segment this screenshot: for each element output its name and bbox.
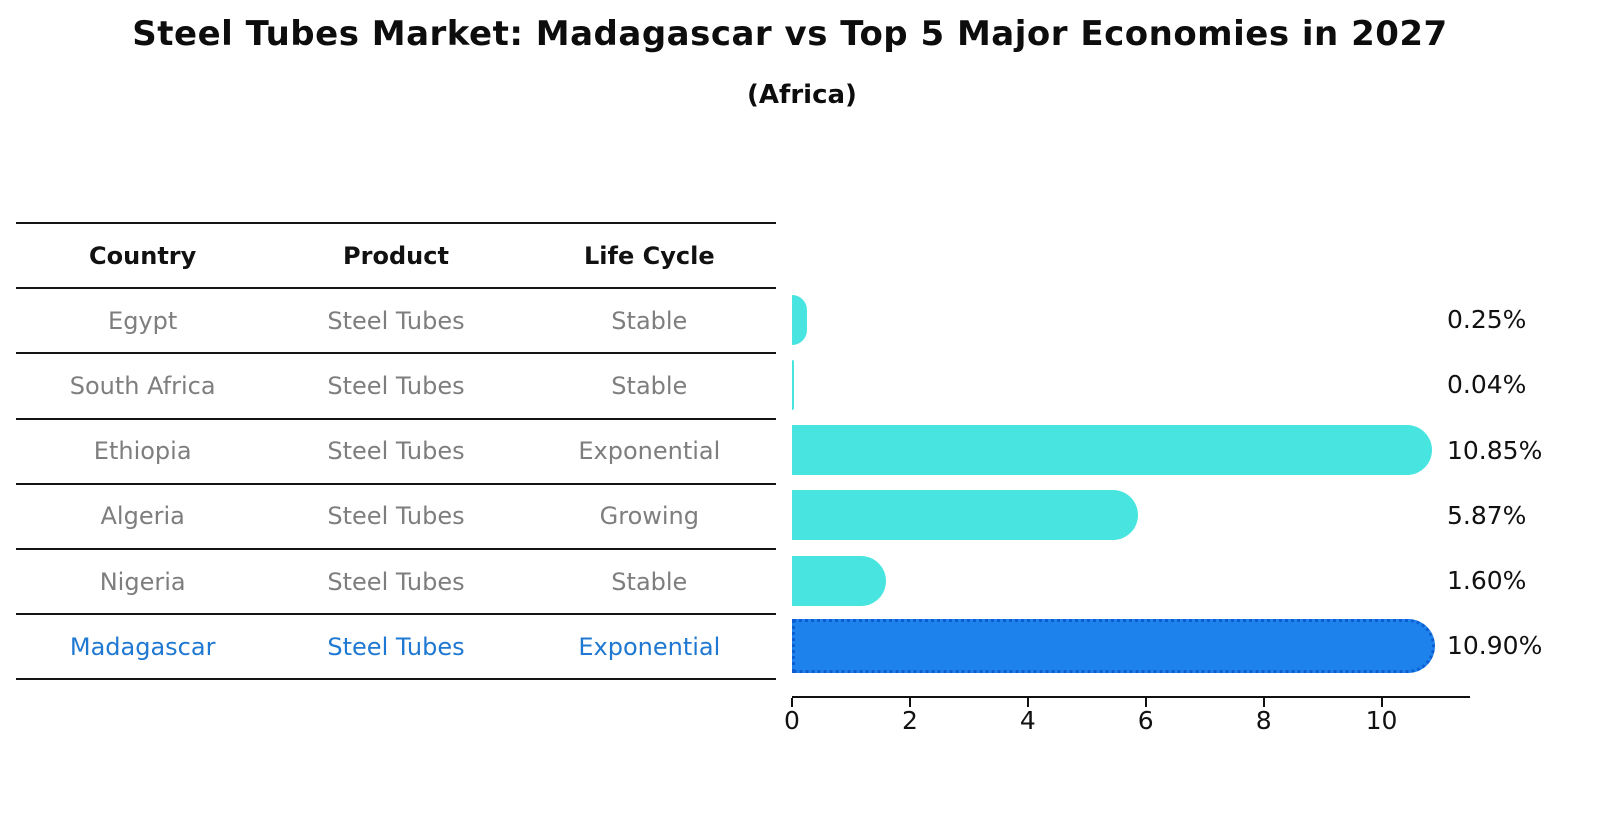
table-cell-product: Steel Tubes bbox=[327, 632, 465, 661]
chart-title: Steel Tubes Market: Madagascar vs Top 5 … bbox=[132, 14, 1448, 54]
x-axis-tick bbox=[1026, 698, 1029, 707]
x-axis-line bbox=[792, 696, 1470, 698]
table-cell-country: Ethiopia bbox=[93, 437, 192, 466]
x-axis-tick-label: 2 bbox=[901, 706, 918, 735]
bar-egypt bbox=[792, 294, 807, 345]
bar-south-africa bbox=[792, 360, 795, 410]
table-cell-life-cycle: Stable bbox=[611, 371, 688, 400]
table-row: Egypt Steel Tubes Stable bbox=[16, 287, 776, 352]
x-axis-tick bbox=[908, 698, 911, 707]
x-axis-tick bbox=[1262, 698, 1265, 707]
table-cell-product: Steel Tubes bbox=[327, 437, 465, 466]
x-axis-tick-label: 4 bbox=[1019, 706, 1036, 735]
bar-madagascar bbox=[792, 618, 1435, 673]
bar-value-label: 0.25% bbox=[1447, 305, 1527, 335]
table-row: Algeria Steel Tubes Growing bbox=[16, 482, 776, 548]
bar-nigeria bbox=[792, 555, 887, 606]
table-header-country: Country bbox=[89, 241, 197, 270]
table-row: Madagascar Steel Tubes Exponential bbox=[16, 613, 776, 678]
table-header-product: Product bbox=[343, 241, 449, 270]
table-cell-product: Steel Tubes bbox=[327, 306, 465, 335]
x-axis-tick bbox=[791, 698, 793, 707]
bar-algeria bbox=[792, 490, 1139, 541]
table-cell-product: Steel Tubes bbox=[327, 502, 465, 531]
table-row: Nigeria Steel Tubes Stable bbox=[16, 548, 776, 613]
table-cell-life-cycle: Exponential bbox=[578, 437, 721, 466]
table-bottom-line bbox=[16, 678, 776, 681]
bar-value-label: 1.60% bbox=[1447, 566, 1527, 596]
x-axis-tick-label: 8 bbox=[1255, 706, 1272, 735]
table-row: South Africa Steel Tubes Stable bbox=[16, 352, 776, 417]
table-cell-life-cycle: Exponential bbox=[578, 632, 721, 661]
bar-value-label: 0.04% bbox=[1447, 370, 1527, 400]
table-cell-country: Madagascar bbox=[69, 632, 216, 661]
x-axis-tick bbox=[1144, 698, 1147, 707]
bar-value-label: 10.90% bbox=[1447, 631, 1543, 661]
table-cell-country: Algeria bbox=[100, 502, 185, 531]
table-cell-country: South Africa bbox=[69, 371, 216, 400]
table-cell-country: Egypt bbox=[108, 306, 178, 335]
table-header-row: Country Product Life Cycle bbox=[16, 222, 776, 287]
chart-subtitle: (Africa) bbox=[747, 80, 857, 110]
bar-ethiopia bbox=[792, 425, 1432, 476]
x-axis-tick-label: 0 bbox=[784, 706, 800, 735]
table-cell-product: Steel Tubes bbox=[327, 567, 465, 596]
table-row: Ethiopia Steel Tubes Exponential bbox=[16, 417, 776, 483]
table-header-life-cycle: Life Cycle bbox=[584, 241, 715, 270]
table-cell-life-cycle: Growing bbox=[599, 502, 699, 531]
x-axis-tick-label: 10 bbox=[1365, 706, 1398, 735]
table-cell-country: Nigeria bbox=[99, 567, 186, 596]
bar-value-label: 5.87% bbox=[1447, 500, 1527, 530]
x-axis-tick-label: 6 bbox=[1137, 706, 1154, 735]
bar-value-label: 10.85% bbox=[1447, 435, 1543, 465]
table-cell-life-cycle: Stable bbox=[611, 306, 688, 335]
table-cell-product: Steel Tubes bbox=[327, 371, 465, 400]
table-cell-life-cycle: Stable bbox=[611, 567, 688, 596]
x-axis-tick bbox=[1380, 698, 1383, 707]
